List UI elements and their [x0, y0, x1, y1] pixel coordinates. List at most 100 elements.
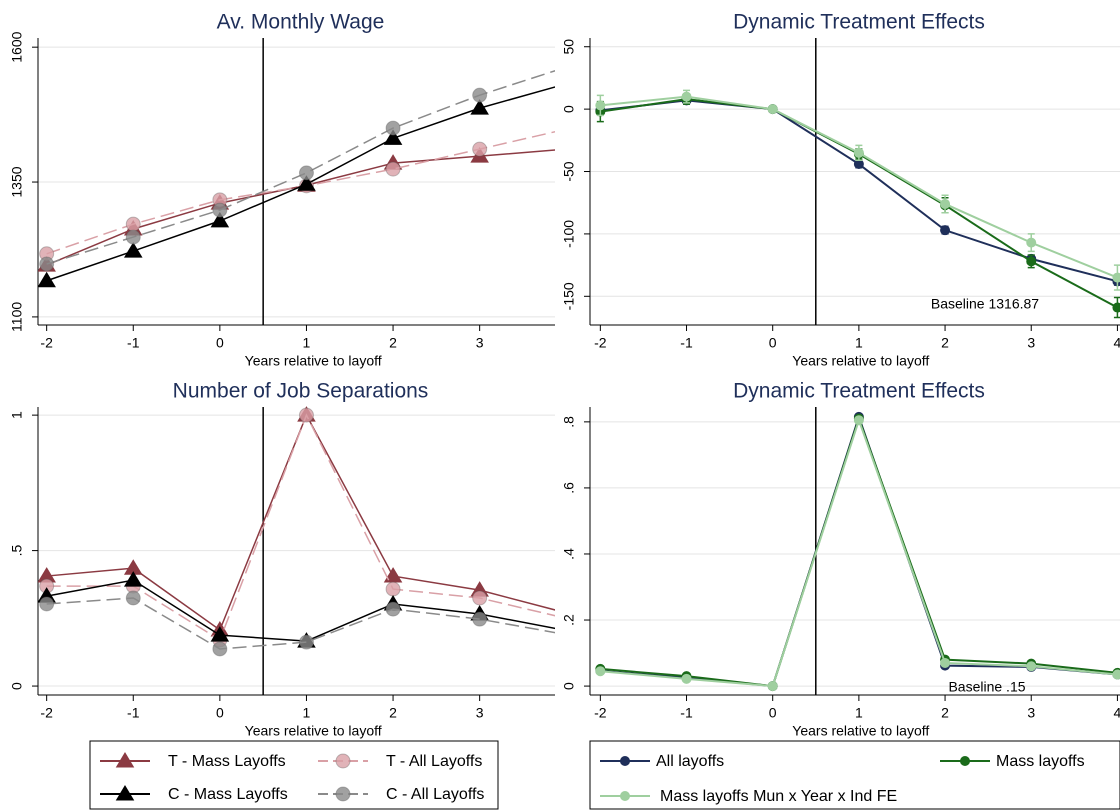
series-line [600, 413, 1118, 688]
plot-area [38, 60, 575, 288]
marker [940, 657, 951, 668]
marker [1112, 272, 1120, 283]
marker [1026, 256, 1037, 267]
series-line [600, 95, 1118, 279]
marker [125, 229, 141, 245]
x-tick-label: 1 [855, 335, 863, 351]
y-tick-label: .8 [561, 416, 577, 428]
marker [472, 141, 488, 157]
plot-area [595, 89, 1120, 319]
x-axis-label: Years relative to layoff [792, 353, 929, 369]
y-tick-label: 0 [9, 682, 25, 690]
x-axis-label: Years relative to layoff [245, 353, 382, 369]
y-tick-label: 1 [9, 411, 25, 419]
x-tick-label: -2 [40, 705, 53, 721]
marker [559, 628, 573, 642]
legend-label: C - Mass Layoffs [168, 786, 288, 803]
marker [767, 681, 778, 692]
marker [385, 161, 401, 177]
legend-label: Mass layoffs Mun x Year x Ind FE [660, 788, 897, 805]
marker [1026, 237, 1037, 248]
x-tick-label: 3 [476, 335, 484, 351]
chart-title: Number of Job Separations [173, 380, 429, 403]
x-tick-label: -1 [680, 335, 693, 351]
y-tick-label: -100 [561, 220, 577, 248]
marker [38, 271, 56, 288]
x-tick-label: 0 [769, 335, 777, 351]
x-tick-label: 0 [216, 705, 224, 721]
y-tick-label: 1100 [9, 302, 25, 332]
chart-title: Dynamic Treatment Effects [733, 11, 985, 34]
marker [39, 596, 55, 612]
x-tick-label: 1 [303, 705, 311, 721]
x-axis-label: Years relative to layoff [245, 723, 382, 739]
legend-marker [335, 753, 351, 769]
x-tick-label: 1 [303, 335, 311, 351]
x-tick-label: -1 [127, 335, 140, 351]
marker [385, 120, 401, 136]
legend-marker [620, 756, 630, 766]
annotation: Baseline 1316.87 [931, 296, 1039, 312]
legend-box [589, 740, 1120, 810]
x-tick-label: -2 [594, 335, 607, 351]
marker [385, 581, 401, 597]
marker [383, 129, 403, 145]
x-tick-label: 3 [1027, 335, 1035, 351]
x-tick-label: 0 [769, 705, 777, 721]
y-tick-label: 0 [561, 105, 577, 113]
marker [385, 601, 401, 617]
marker [298, 407, 314, 423]
x-tick-label: 2 [389, 705, 397, 721]
series-line [46, 413, 555, 632]
legend-label: T - All Layoffs [386, 753, 482, 770]
marker [595, 666, 606, 677]
legend-marker [960, 756, 970, 766]
marker [383, 567, 403, 583]
marker [558, 76, 575, 90]
marker [39, 256, 55, 272]
marker [212, 641, 228, 657]
marker [559, 60, 573, 74]
y-tick-label: -50 [561, 161, 577, 181]
marker [940, 225, 951, 236]
marker [595, 100, 606, 111]
marker [212, 202, 228, 218]
x-tick-label: 3 [1027, 705, 1035, 721]
series-line [600, 98, 1118, 309]
y-tick-label: 50 [561, 39, 577, 55]
plot-area [38, 406, 573, 657]
y-tick-label: .5 [9, 545, 25, 557]
marker [470, 99, 489, 115]
y-tick-label: .4 [561, 548, 577, 560]
chart-title: Av. Monthly Wage [217, 11, 385, 34]
legend-marker [115, 752, 135, 768]
marker [767, 104, 778, 115]
series-line [46, 579, 555, 642]
marker [125, 216, 141, 232]
series-line [600, 417, 1118, 688]
x-tick-label: 2 [389, 335, 397, 351]
series-line [46, 413, 555, 642]
y-tick-label: .2 [561, 614, 577, 626]
marker [210, 211, 230, 228]
legend-box [89, 740, 499, 810]
legend-label: All layoffs [656, 753, 724, 770]
x-tick-label: 3 [476, 705, 484, 721]
marker [472, 87, 488, 103]
marker [472, 590, 488, 606]
marker [558, 141, 575, 155]
marker [297, 175, 316, 191]
x-tick-label: -1 [127, 705, 140, 721]
marker [125, 590, 141, 606]
marker [298, 165, 314, 181]
y-tick-label: 1600 [9, 31, 25, 62]
marker [1112, 669, 1120, 680]
marker [210, 626, 230, 642]
marker [1026, 661, 1037, 672]
annotation: Baseline .15 [948, 679, 1025, 695]
x-tick-label: -2 [40, 335, 53, 351]
legend-marker [335, 786, 351, 802]
marker [298, 634, 314, 650]
marker [681, 673, 692, 684]
x-tick-label: 2 [941, 705, 949, 721]
